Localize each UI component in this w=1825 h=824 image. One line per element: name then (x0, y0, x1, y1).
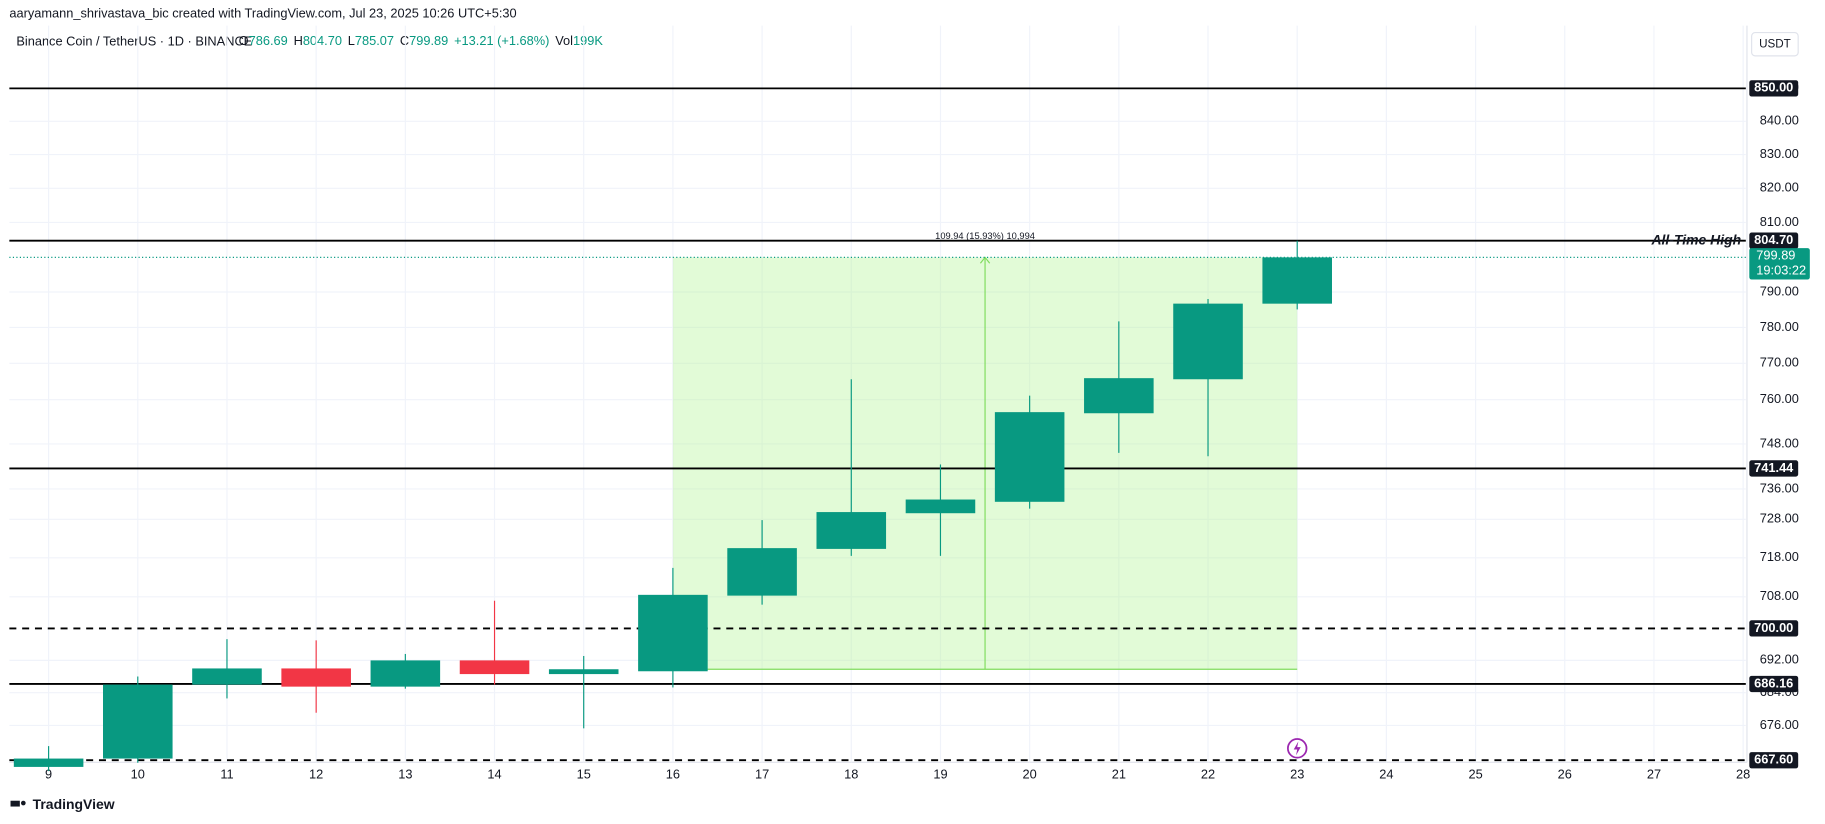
candle-body (994, 412, 1065, 502)
level-label: 850.00 (1754, 80, 1793, 95)
level-tag (1749, 752, 1799, 769)
y-tick-label: 718.00 (1760, 549, 1799, 564)
level-label: 804.70 (1754, 232, 1793, 247)
currency: USDT (1759, 37, 1791, 50)
measure-arrowhead (979, 256, 991, 264)
x-tick-label: 16 (666, 766, 680, 781)
x-tick-label: 21 (1112, 766, 1126, 781)
x-tick-label: 14 (487, 766, 501, 781)
y-tick-label: 708.00 (1760, 588, 1799, 603)
x-tick-label: 10 (131, 766, 145, 781)
x-tick-label: 17 (755, 766, 769, 781)
y-tick-label: 736.00 (1760, 480, 1799, 495)
ohlc-legend: O786.69 H804.70 L785.07 C799.89 +13.21 (+1.6… (239, 33, 604, 48)
y-tick-label: 692.00 (1760, 652, 1799, 667)
x-tick-label: 9 (45, 766, 52, 781)
x-tick-label: 13 (398, 766, 412, 781)
alert-bolt (1293, 741, 1301, 756)
level-annotation: All-Time High (1650, 231, 1741, 247)
y-tick-label: 780.00 (1760, 319, 1799, 334)
ohlc-label: H (294, 33, 303, 48)
y-tick-label: 820.00 (1760, 180, 1799, 195)
ohlc-label: C (400, 33, 409, 48)
level-label: 700.00 (1754, 620, 1793, 635)
level-tag (1749, 675, 1799, 693)
x-tick-label: 26 (1558, 766, 1572, 781)
candle-body (816, 512, 887, 549)
candle-body (103, 684, 173, 759)
last-price-tag (1749, 248, 1810, 280)
candle-body (370, 660, 441, 687)
currency-button[interactable] (1751, 32, 1799, 57)
ohlc-label: O (239, 33, 249, 48)
candle-body (1173, 303, 1243, 380)
y-tick-label: 840.00 (1760, 113, 1799, 128)
x-tick-label: 19 (933, 766, 947, 781)
candle-body (1084, 378, 1154, 414)
candle-body (192, 668, 262, 685)
x-tick-label: 18 (844, 766, 858, 781)
ohlc-value: 804.70 (303, 33, 342, 48)
x-tick-label: 20 (1023, 766, 1037, 781)
last-price-label: 799.89 (1756, 248, 1795, 263)
candle-body (281, 668, 351, 687)
candle-body (459, 660, 530, 675)
ohlc-label: L (348, 33, 355, 48)
level-label: 741.44 (1754, 460, 1794, 475)
x-tick-label: 27 (1647, 766, 1661, 781)
level-label: 686.16 (1754, 675, 1793, 690)
y-tick-label: 728.00 (1760, 511, 1799, 526)
candle-body (638, 594, 708, 672)
countdown: 19:03:22 (1756, 263, 1806, 278)
y-tick-label: 748.00 (1760, 435, 1799, 450)
symbol: Binance Coin / TetherUS · 1D · BINANCE (16, 33, 252, 48)
candle-body (1262, 257, 1332, 304)
change: +13.21 (+1.68%) (454, 33, 549, 48)
y-tick-label: 830.00 (1760, 146, 1799, 161)
y-tick-label: 676.00 (1760, 717, 1799, 732)
brand: TradingView (33, 796, 115, 812)
level-tag (1749, 80, 1799, 97)
y-tick-label: 770.00 (1760, 355, 1799, 370)
x-tick-label: 15 (577, 766, 591, 781)
y-tick-label: 760.00 (1760, 391, 1799, 406)
measure-label: 109.94 (15.93%) 10,994 (935, 231, 1035, 241)
level-label: 667.60 (1754, 752, 1793, 767)
candle-body (727, 548, 797, 596)
y-tick-label: 810.00 (1760, 214, 1799, 229)
logo: TradingView (10, 796, 115, 812)
level-tag (1749, 620, 1799, 637)
volume: 199K (573, 33, 603, 48)
x-tick-label: 22 (1201, 766, 1215, 781)
x-tick-label: 25 (1468, 766, 1482, 781)
y-tick-label: 790.00 (1760, 283, 1799, 298)
x-tick-label: 23 (1290, 766, 1304, 781)
ohlc-value: 785.07 (355, 33, 394, 48)
credit: aaryamann_shrivastava_bic created with T… (9, 5, 516, 20)
candle-body (905, 499, 976, 514)
candle-body (13, 758, 84, 767)
x-tick-label: 24 (1379, 766, 1393, 781)
x-tick-label: 12 (309, 766, 323, 781)
x-tick-label: 11 (220, 766, 233, 781)
level-tag (1749, 460, 1799, 477)
x-tick-label: 28 (1736, 766, 1750, 781)
candle-body (548, 669, 619, 675)
ohlc-value: 799.89 (409, 33, 448, 48)
volume-label: Vol (555, 33, 573, 48)
level-tag (1749, 232, 1799, 249)
ohlc-value: 786.69 (249, 33, 288, 48)
